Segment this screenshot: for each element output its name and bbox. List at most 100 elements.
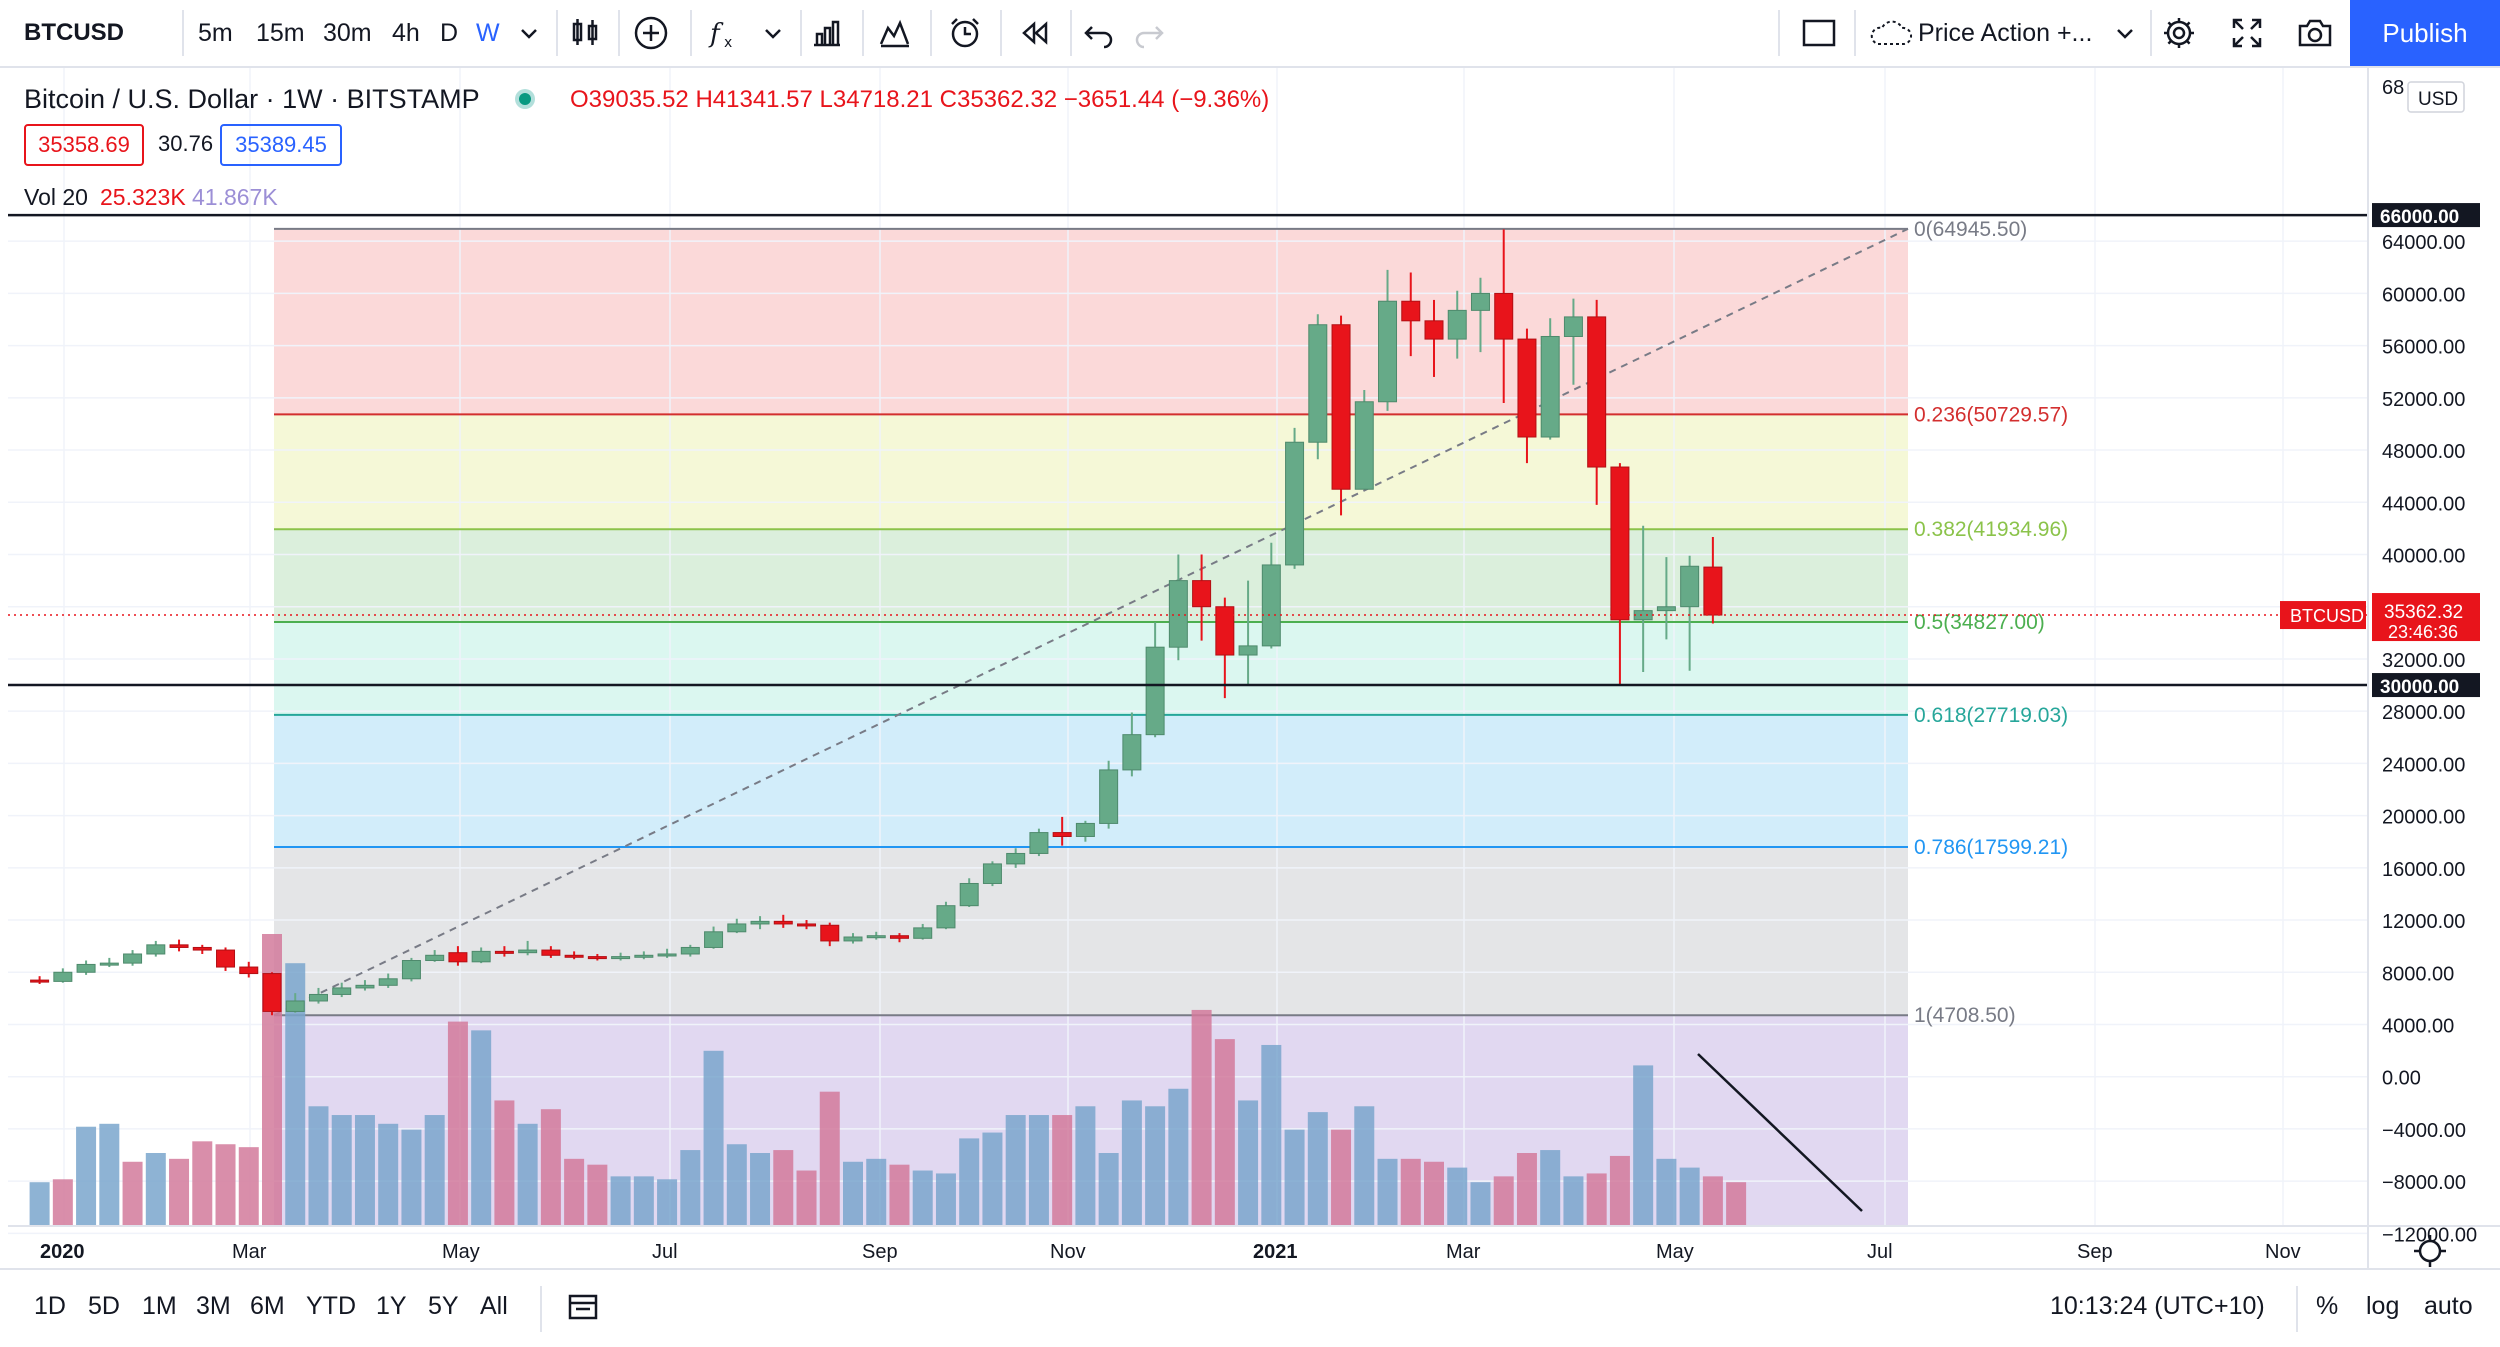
range-1m[interactable]: 1M <box>142 1292 177 1320</box>
candle[interactable] <box>1633 610 1653 621</box>
bid-price[interactable]: 35358.69 <box>24 124 144 166</box>
candle[interactable] <box>1006 852 1026 865</box>
price-chart[interactable]: 0(64945.50) 0.236(50729.57) 0.382(41934.96… <box>0 68 2500 1299</box>
expand-icon[interactable] <box>2228 14 2266 52</box>
candle[interactable] <box>1285 441 1305 566</box>
axis-settings-icon[interactable] <box>2418 1239 2442 1263</box>
candle[interactable] <box>1680 565 1700 608</box>
candle[interactable] <box>727 923 747 933</box>
clock[interactable]: 10:13:24 (UTC+10) <box>2050 1292 2265 1320</box>
candle[interactable] <box>448 952 468 963</box>
candle[interactable] <box>1052 832 1072 837</box>
candle[interactable] <box>123 953 143 964</box>
interval-d[interactable]: D <box>440 18 459 47</box>
candle[interactable] <box>1401 300 1421 322</box>
candle[interactable] <box>192 946 212 951</box>
candle[interactable] <box>657 953 677 957</box>
symbol-search[interactable]: BTCUSD <box>24 19 124 46</box>
candle[interactable] <box>285 1000 305 1012</box>
candle[interactable] <box>1099 769 1119 824</box>
candle[interactable] <box>1215 606 1235 656</box>
candles-icon[interactable] <box>566 14 604 52</box>
percent-toggle[interactable]: % <box>2316 1292 2339 1320</box>
interval-15m[interactable]: 15m <box>256 18 305 47</box>
candle[interactable] <box>471 950 491 963</box>
candle[interactable] <box>541 949 561 956</box>
candle[interactable] <box>99 962 119 966</box>
range-5d[interactable]: 5D <box>88 1292 120 1320</box>
log-toggle[interactable]: log <box>2366 1292 2400 1320</box>
candle[interactable] <box>332 987 352 995</box>
candle[interactable] <box>1703 566 1723 616</box>
calendar-icon[interactable] <box>566 1290 600 1324</box>
chevron-down-icon[interactable] <box>2110 14 2140 52</box>
candle[interactable] <box>797 923 817 927</box>
candle[interactable] <box>308 993 328 1002</box>
candle[interactable] <box>239 966 259 975</box>
candle[interactable] <box>1331 324 1351 490</box>
candle[interactable] <box>982 863 1002 884</box>
interval-w[interactable]: W <box>476 18 500 47</box>
candle[interactable] <box>30 979 50 983</box>
axis-settings-icon[interactable] <box>2414 1235 2446 1267</box>
candle[interactable] <box>936 905 956 929</box>
candle[interactable] <box>1517 338 1537 438</box>
candle[interactable] <box>773 920 793 925</box>
candle[interactable] <box>216 949 236 968</box>
redo-icon[interactable] <box>1130 14 1168 52</box>
candle[interactable] <box>1378 300 1398 403</box>
candle[interactable] <box>680 946 700 955</box>
plus-circle-icon[interactable] <box>632 14 670 52</box>
candle[interactable] <box>1470 292 1490 311</box>
candle[interactable] <box>843 936 863 942</box>
candle[interactable] <box>889 935 909 939</box>
candle[interactable] <box>146 944 166 955</box>
candle[interactable] <box>1145 646 1165 736</box>
chevron-down-icon[interactable] <box>514 14 544 52</box>
candle[interactable] <box>1610 466 1630 621</box>
candle[interactable] <box>1075 822 1095 837</box>
candle[interactable] <box>1587 316 1607 468</box>
gear-icon[interactable] <box>2160 14 2198 52</box>
range-5y[interactable]: 5Y <box>428 1292 459 1320</box>
undo-icon[interactable] <box>1080 14 1118 52</box>
candle[interactable] <box>425 954 445 962</box>
candle[interactable] <box>959 882 979 907</box>
candle[interactable] <box>704 931 724 948</box>
candle[interactable] <box>1424 320 1444 340</box>
candle[interactable] <box>1540 335 1560 438</box>
candle[interactable] <box>1308 324 1328 443</box>
candle[interactable] <box>866 935 886 939</box>
replay-icon[interactable] <box>1016 14 1054 52</box>
alert-clock-icon[interactable] <box>946 14 984 52</box>
interval-5m[interactable]: 5m <box>198 18 233 47</box>
fullscreen-rect-icon[interactable] <box>1800 14 1838 52</box>
range-1y[interactable]: 1Y <box>376 1292 407 1320</box>
range-all[interactable]: All <box>480 1292 508 1320</box>
cloud-icon[interactable] <box>1866 14 1916 52</box>
range-6m[interactable]: 6M <box>250 1292 285 1320</box>
candle[interactable] <box>1494 292 1514 340</box>
candle[interactable] <box>262 973 282 1012</box>
candle[interactable] <box>1261 564 1281 647</box>
candle[interactable] <box>1447 309 1467 340</box>
candle[interactable] <box>1354 401 1374 490</box>
chart-area[interactable]: 0(64945.50) 0.236(50729.57) 0.382(41934.96… <box>0 68 2500 1299</box>
bar-chart-icon[interactable] <box>808 14 846 52</box>
chevron-down-icon[interactable] <box>758 14 788 52</box>
candle[interactable] <box>587 956 607 960</box>
candle[interactable] <box>169 944 189 948</box>
candle[interactable] <box>913 927 933 939</box>
candle[interactable] <box>378 978 398 986</box>
candle[interactable] <box>1656 606 1676 612</box>
candle[interactable] <box>76 963 96 973</box>
candle[interactable] <box>355 984 375 989</box>
layout-name[interactable]: Price Action +... <box>1918 18 2093 47</box>
candle[interactable] <box>1563 316 1583 337</box>
candle[interactable] <box>1168 580 1188 648</box>
candle[interactable] <box>1029 832 1049 854</box>
camera-icon[interactable] <box>2296 14 2334 52</box>
range-ytd[interactable]: YTD <box>306 1292 356 1320</box>
range-3m[interactable]: 3M <box>196 1292 231 1320</box>
candle[interactable] <box>750 920 770 925</box>
